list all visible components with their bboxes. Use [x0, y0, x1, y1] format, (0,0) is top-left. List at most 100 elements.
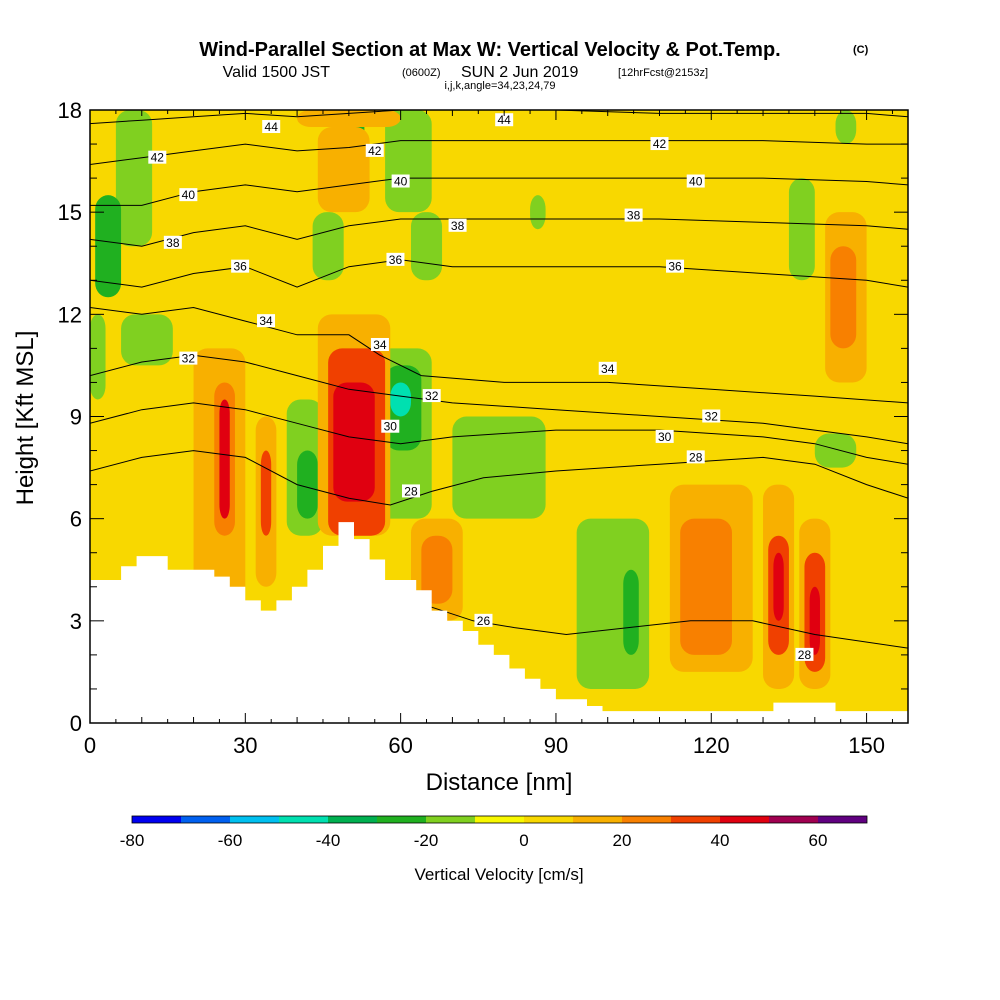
contour-label: 42: [650, 137, 669, 151]
y-tick-label: 12: [58, 302, 82, 327]
colorbar-swatch: [524, 816, 573, 823]
contour-label-bg: [179, 188, 198, 202]
contour-label: 44: [495, 113, 514, 127]
contour-label-bg: [686, 450, 705, 464]
terrain-mask: [90, 522, 908, 723]
contour-label-bg: [391, 174, 410, 188]
contour-label-text: 28: [404, 484, 418, 498]
contour-label-bg: [370, 337, 389, 351]
contour-label-text: 28: [689, 450, 703, 464]
velocity-cell: [623, 569, 639, 655]
contour-label-text: 36: [233, 260, 247, 274]
contour-label: 28: [795, 647, 814, 662]
contour-label: 36: [386, 252, 405, 267]
y-tick-label: 18: [58, 98, 82, 123]
contour-label: 42: [365, 143, 384, 158]
contour-label: 40: [391, 174, 410, 189]
colorbar-tick-label: -40: [316, 831, 341, 850]
velocity-cell: [680, 518, 732, 655]
y-tick-label: 6: [70, 507, 82, 532]
velocity-cell: [219, 399, 230, 519]
contour-label-bg: [702, 409, 721, 423]
contour-label-text: 40: [394, 175, 408, 189]
colorbar-swatch: [475, 816, 524, 823]
contour-label-text: 34: [373, 338, 387, 352]
contour-label-text: 26: [477, 614, 491, 628]
contour-label-text: 32: [705, 410, 719, 424]
contour-label-text: 34: [259, 314, 273, 328]
chart-title: Wind-Parallel Section at Max W: Vertical…: [199, 39, 780, 61]
contour-label-bg: [148, 150, 167, 164]
velocity-cell: [835, 110, 857, 145]
velocity-cell: [809, 586, 820, 655]
contour-label-text: 42: [368, 144, 382, 158]
contour-label-bg: [655, 429, 674, 443]
terrain-layer: [90, 522, 908, 723]
velocity-cell: [183, 110, 298, 298]
colorbar-tick-label: -60: [218, 831, 243, 850]
contour-label-bg: [666, 259, 685, 273]
velocity-fill-layer: [90, 110, 908, 723]
contour-label: 32: [422, 389, 441, 403]
x-tick-label: 60: [388, 733, 412, 758]
velocity-cell: [90, 416, 153, 570]
colorbar-swatch: [279, 816, 328, 823]
contour-label-bg: [262, 120, 281, 134]
colorbar-swatch: [230, 816, 279, 823]
velocity-cell: [400, 246, 908, 400]
colorbar-swatch: [769, 816, 818, 823]
x-tick-label: 30: [233, 733, 257, 758]
velocity-cell: [410, 212, 443, 281]
velocity-cell: [788, 178, 815, 281]
contour-label: 38: [163, 235, 182, 250]
colorbar-swatch: [426, 816, 475, 823]
colorbar-swatch: [132, 816, 181, 823]
velocity-cell: [90, 314, 106, 400]
x-tick-label: 0: [84, 733, 96, 758]
plot-area: 44 44 42 42 42 40 40 40 38 38 38 36 36 36 34 34 34 32 32 32…: [90, 110, 908, 723]
contour-label-bg: [474, 613, 493, 627]
colorbar-swatch: [671, 816, 720, 823]
contour-label-bg: [448, 218, 467, 232]
contour-label-bg: [598, 361, 617, 375]
contour-label: 38: [624, 208, 643, 223]
copyright-mark: (C): [853, 44, 869, 56]
contour-label: 32: [179, 351, 198, 366]
velocity-cell: [121, 314, 173, 366]
theta-contour-28: [90, 450, 908, 506]
x-tick-label: 120: [693, 733, 730, 758]
colorbar-tick-label: -20: [414, 831, 439, 850]
theta-contour-30: [90, 402, 908, 465]
contour-label: 38: [448, 218, 467, 233]
velocity-cell: [421, 535, 453, 604]
y-tick-label: 3: [70, 609, 82, 634]
colorbar-tick-label: -80: [120, 831, 145, 850]
x-tick-label: 150: [848, 733, 885, 758]
colorbar-swatch: [377, 816, 426, 823]
colorbar-tick-label: 0: [519, 831, 528, 850]
velocity-cell: [333, 382, 375, 502]
colorbar-tick-label: 40: [711, 831, 730, 850]
contour-label-text: 38: [627, 209, 641, 223]
contour-label-text: 34: [601, 362, 615, 376]
y-tick-label: 0: [70, 711, 82, 736]
contour-label-bg: [422, 389, 441, 403]
velocity-cell: [830, 246, 857, 349]
velocity-cell: [773, 552, 784, 621]
contour-label-bg: [257, 314, 276, 328]
theta-contour-38: [90, 218, 908, 247]
contour-label: 34: [598, 361, 617, 376]
contour-label-bg: [381, 419, 400, 433]
contour-label-text: 42: [653, 137, 667, 151]
y-axis-label: Height [Kft MSL]: [12, 331, 39, 506]
valid-time: Valid 1500 JST: [223, 64, 331, 81]
colorbar-swatch: [818, 816, 867, 823]
contour-label: 28: [401, 484, 420, 498]
contour-label: 34: [257, 314, 276, 328]
colorbar-swatch: [622, 816, 671, 823]
velocity-cell: [115, 110, 153, 247]
contour-label-text: 32: [425, 389, 439, 403]
colorbar-title: Vertical Velocity [cm/s]: [414, 865, 583, 884]
contour-label-text: 40: [182, 188, 196, 202]
